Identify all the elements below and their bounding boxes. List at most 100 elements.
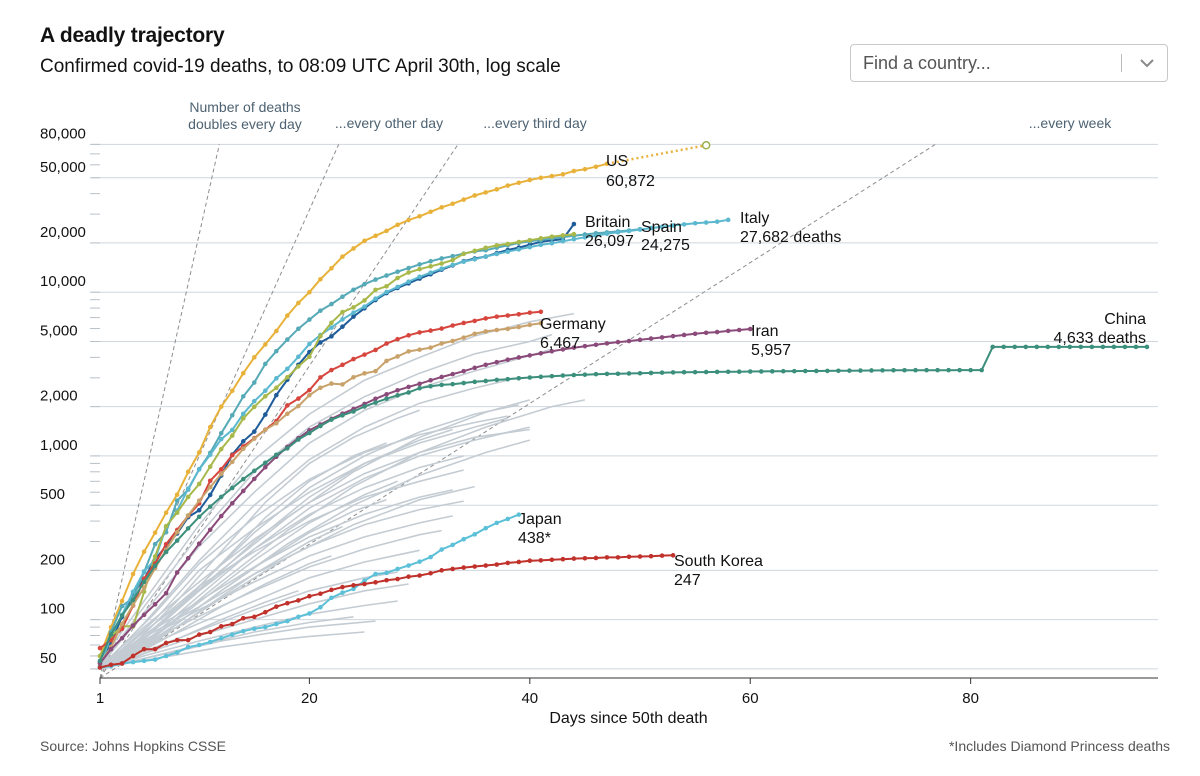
data-point [119,603,125,609]
data-point [604,341,610,346]
data-point [472,365,478,371]
data-point [527,244,533,250]
data-point [263,460,268,466]
data-point [207,492,213,498]
data-point [725,328,731,334]
data-point [461,565,466,570]
data-point [240,416,246,421]
data-point [461,368,466,374]
data-point [274,328,279,334]
data-point [351,374,356,380]
data-point [207,639,213,645]
data-point [207,478,213,484]
data-point [1023,344,1029,350]
data-point [1067,344,1073,350]
data-point [329,334,334,339]
data-point [527,322,533,328]
data-point [152,646,158,652]
data-point [505,313,511,318]
country-search-select[interactable] [850,44,1168,82]
data-point [494,520,500,526]
data-point [207,452,213,458]
x-tick-label: 1 [96,690,104,707]
data-point [406,279,411,285]
data-point [384,577,389,583]
data-point [593,342,599,348]
data-point [362,371,367,376]
series-line [99,218,729,667]
data-point [141,646,147,652]
data-point [274,621,279,627]
data-point [141,549,147,554]
data-point [406,270,411,275]
data-point [229,485,235,491]
data-point [395,566,400,572]
data-point [450,371,455,377]
data-point [218,471,224,477]
background-series-line [99,404,519,670]
data-point [207,504,213,509]
data-point [516,324,522,330]
data-point [670,223,676,228]
data-point [659,553,665,558]
data-point [472,248,478,254]
data-point [340,382,345,387]
data-point [285,618,290,624]
data-point [152,554,158,559]
data-point [373,277,378,282]
data-point [461,536,466,542]
data-point [483,245,489,251]
data-point [296,614,301,620]
data-point [152,541,158,547]
data-point [285,411,290,417]
data-point [362,352,367,357]
data-point [527,558,533,564]
data-point [185,486,191,491]
chart-grid [92,143,1158,670]
data-point [1001,344,1007,350]
data-point [362,581,367,587]
data-point [725,217,731,223]
data-point [439,256,444,261]
data-point [263,427,268,433]
data-point [97,658,103,664]
data-point [747,326,753,332]
data-point [340,590,345,596]
data-point [858,368,863,373]
data-point [373,400,378,405]
data-point [251,468,257,474]
data-point [384,289,389,295]
data-point [461,197,466,202]
y-tick-label: 5,000 [40,322,78,339]
background-series-line [99,417,509,670]
data-point [108,662,114,668]
data-point [803,368,808,374]
chevron-down-icon[interactable] [1136,53,1158,73]
data-point [527,177,533,183]
country-search-input[interactable] [851,45,1123,81]
data-point [516,559,522,565]
data-point [329,301,334,307]
data-point [152,657,158,662]
data-point [439,568,444,573]
data-point [329,320,334,326]
data-point [439,382,444,388]
data-point [318,591,323,597]
data-point [384,228,389,234]
data-point [229,427,235,433]
data-point [97,665,103,670]
data-point [582,166,588,172]
data-point [1100,344,1106,350]
data-point [505,326,511,332]
data-point [549,348,555,354]
data-point [472,564,478,569]
data-point [439,261,444,266]
series-iran [97,326,753,666]
y-axis-minor-ticks [90,143,100,670]
series-value-label: 60,872 [606,173,655,190]
data-point [340,254,345,259]
data-point [163,549,169,555]
data-point [362,298,367,303]
data-point [307,611,312,616]
data-point [626,371,632,376]
